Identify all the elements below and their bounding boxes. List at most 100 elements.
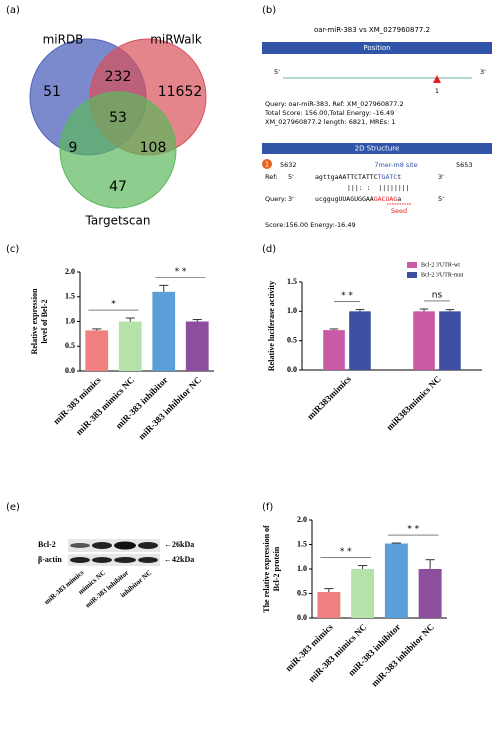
ref-label: Ref: xyxy=(265,173,277,181)
bar xyxy=(85,330,109,371)
significance-label: * * xyxy=(407,525,419,535)
bar xyxy=(439,311,461,370)
band xyxy=(92,557,112,563)
protein-label: Bcl-2 xyxy=(38,540,56,549)
significance-label: * * xyxy=(340,547,352,557)
info-line: Total Score: 156.00,Total Energy: -16.49 xyxy=(264,109,394,117)
x-tick-label: miR383mimics xyxy=(305,373,353,421)
y-tick-label: 1.0 xyxy=(297,564,307,573)
legend-swatch xyxy=(407,262,417,268)
set-label: miRWalk xyxy=(150,33,202,47)
significance-label: ns xyxy=(432,290,443,300)
y-tick-label: 2.0 xyxy=(65,267,75,276)
header-text: 2D Structure xyxy=(355,145,400,153)
blot: Bcl-2 β-actin ←26kDa ←42kDa miR-383 mimi… xyxy=(38,539,194,609)
panel-label: (d) xyxy=(262,244,276,255)
band xyxy=(70,543,90,548)
venn-count: 47 xyxy=(109,179,127,195)
panel-label: (a) xyxy=(6,5,20,16)
x-tick-label: miR-383 inhibitor NC xyxy=(369,622,436,689)
panel-label: (f) xyxy=(262,502,273,513)
y-axis-label: level of Bel-2 xyxy=(40,300,49,344)
y-tick-label: 1.5 xyxy=(297,539,307,548)
venn-count: 11652 xyxy=(158,84,203,100)
venn-count: 51 xyxy=(43,84,61,100)
panel-label: (b) xyxy=(262,5,276,16)
y-tick-label: 0.5 xyxy=(287,335,297,344)
band xyxy=(70,557,90,563)
sequence-part: a xyxy=(397,195,401,203)
bar xyxy=(418,569,442,618)
alignment: oar-miR-383 vs XM_027960877.2 Position 5… xyxy=(262,26,492,229)
y-tick-label: 1.0 xyxy=(65,316,75,325)
sequence-part: ucggugUUAGUGGAA xyxy=(315,195,374,203)
header-bar xyxy=(262,143,492,154)
header-bar xyxy=(262,42,492,54)
set-label: miRDB xyxy=(43,33,84,47)
end-label: 5' xyxy=(288,173,294,181)
y-axis-label: Bcl-2 protein xyxy=(272,546,281,591)
y-tick-label: 1.0 xyxy=(287,306,297,315)
band xyxy=(114,541,136,550)
pairing: |||: : |||||||| xyxy=(347,184,410,192)
info-line: XM_027960877.2 length: 6821, MREs: 1 xyxy=(265,118,395,126)
band xyxy=(114,557,136,563)
x-tick-label: miR383mimics NC xyxy=(384,374,443,433)
query-sequence: ucggugUUAGUGGAAGACUAGa xyxy=(315,195,401,203)
site-number: 1 xyxy=(435,87,439,95)
bar xyxy=(317,592,341,618)
protein-label: β-actin xyxy=(38,555,62,564)
end-label: 5' xyxy=(274,68,280,76)
y-tick-label: 0.0 xyxy=(65,366,75,375)
venn-count: 53 xyxy=(109,110,127,126)
end-label: 3' xyxy=(288,195,294,203)
y-axis-label: The relative expression of xyxy=(262,525,271,613)
set-label: Targetscan xyxy=(85,214,151,228)
sequence-part: agttgaAATTCTATTC xyxy=(315,173,378,181)
bar xyxy=(384,543,408,618)
bar xyxy=(185,321,209,371)
site-start: 5632 xyxy=(280,161,297,169)
bar xyxy=(413,311,435,370)
header-text: Position xyxy=(363,44,390,52)
venn: miRDB miRWalk Targetscan 51 232 11652 53… xyxy=(29,33,207,228)
seed-label: Seed xyxy=(391,207,407,215)
end-label: 5' xyxy=(438,195,444,203)
significance-label: * * xyxy=(341,291,353,301)
y-axis-label: Relative luciferase activity xyxy=(267,281,276,371)
bar xyxy=(152,291,176,371)
query-label: Query: xyxy=(265,195,286,203)
panel-label: (c) xyxy=(6,244,19,255)
legend-label: Bcl-2 3'UTR-mut xyxy=(421,272,464,278)
site-marker xyxy=(433,75,441,83)
y-tick-label: 0.0 xyxy=(297,613,307,622)
y-tick-label: 0.5 xyxy=(297,588,307,597)
ref-sequence: agttgaAATTCTATTCTGATCt xyxy=(315,173,401,181)
y-tick-label: 0.0 xyxy=(287,365,297,374)
y-tick-label: 1.5 xyxy=(65,292,75,301)
significance-label: * * xyxy=(175,267,187,277)
sequence-part: t xyxy=(397,173,401,181)
y-tick-label: 0.5 xyxy=(65,341,75,350)
size-label: ←26kDa xyxy=(164,540,194,549)
venn-circle xyxy=(59,91,177,209)
end-label: 3' xyxy=(438,173,444,181)
legend-swatch xyxy=(407,272,417,278)
alignment-title: oar-miR-383 vs XM_027960877.2 xyxy=(314,26,430,34)
site-type: 7mer-m8 site xyxy=(374,161,417,169)
band xyxy=(138,542,158,549)
site-badge-number: 1 xyxy=(265,161,269,169)
venn-count: 108 xyxy=(140,140,167,156)
x-tick-label: miR-383 inhibitor NC xyxy=(136,375,203,442)
band xyxy=(138,557,158,563)
y-tick-label: 2.0 xyxy=(297,515,307,524)
x-tick-label: miR-383 mimics NC xyxy=(74,375,136,437)
y-axis-label: Relative expression xyxy=(30,288,39,354)
bar xyxy=(118,321,142,371)
venn-count: 9 xyxy=(69,140,78,156)
panel-label: (e) xyxy=(6,502,20,513)
bar xyxy=(351,569,375,618)
size-label: ←42kDa xyxy=(164,555,194,564)
significance-label: * xyxy=(111,300,116,310)
